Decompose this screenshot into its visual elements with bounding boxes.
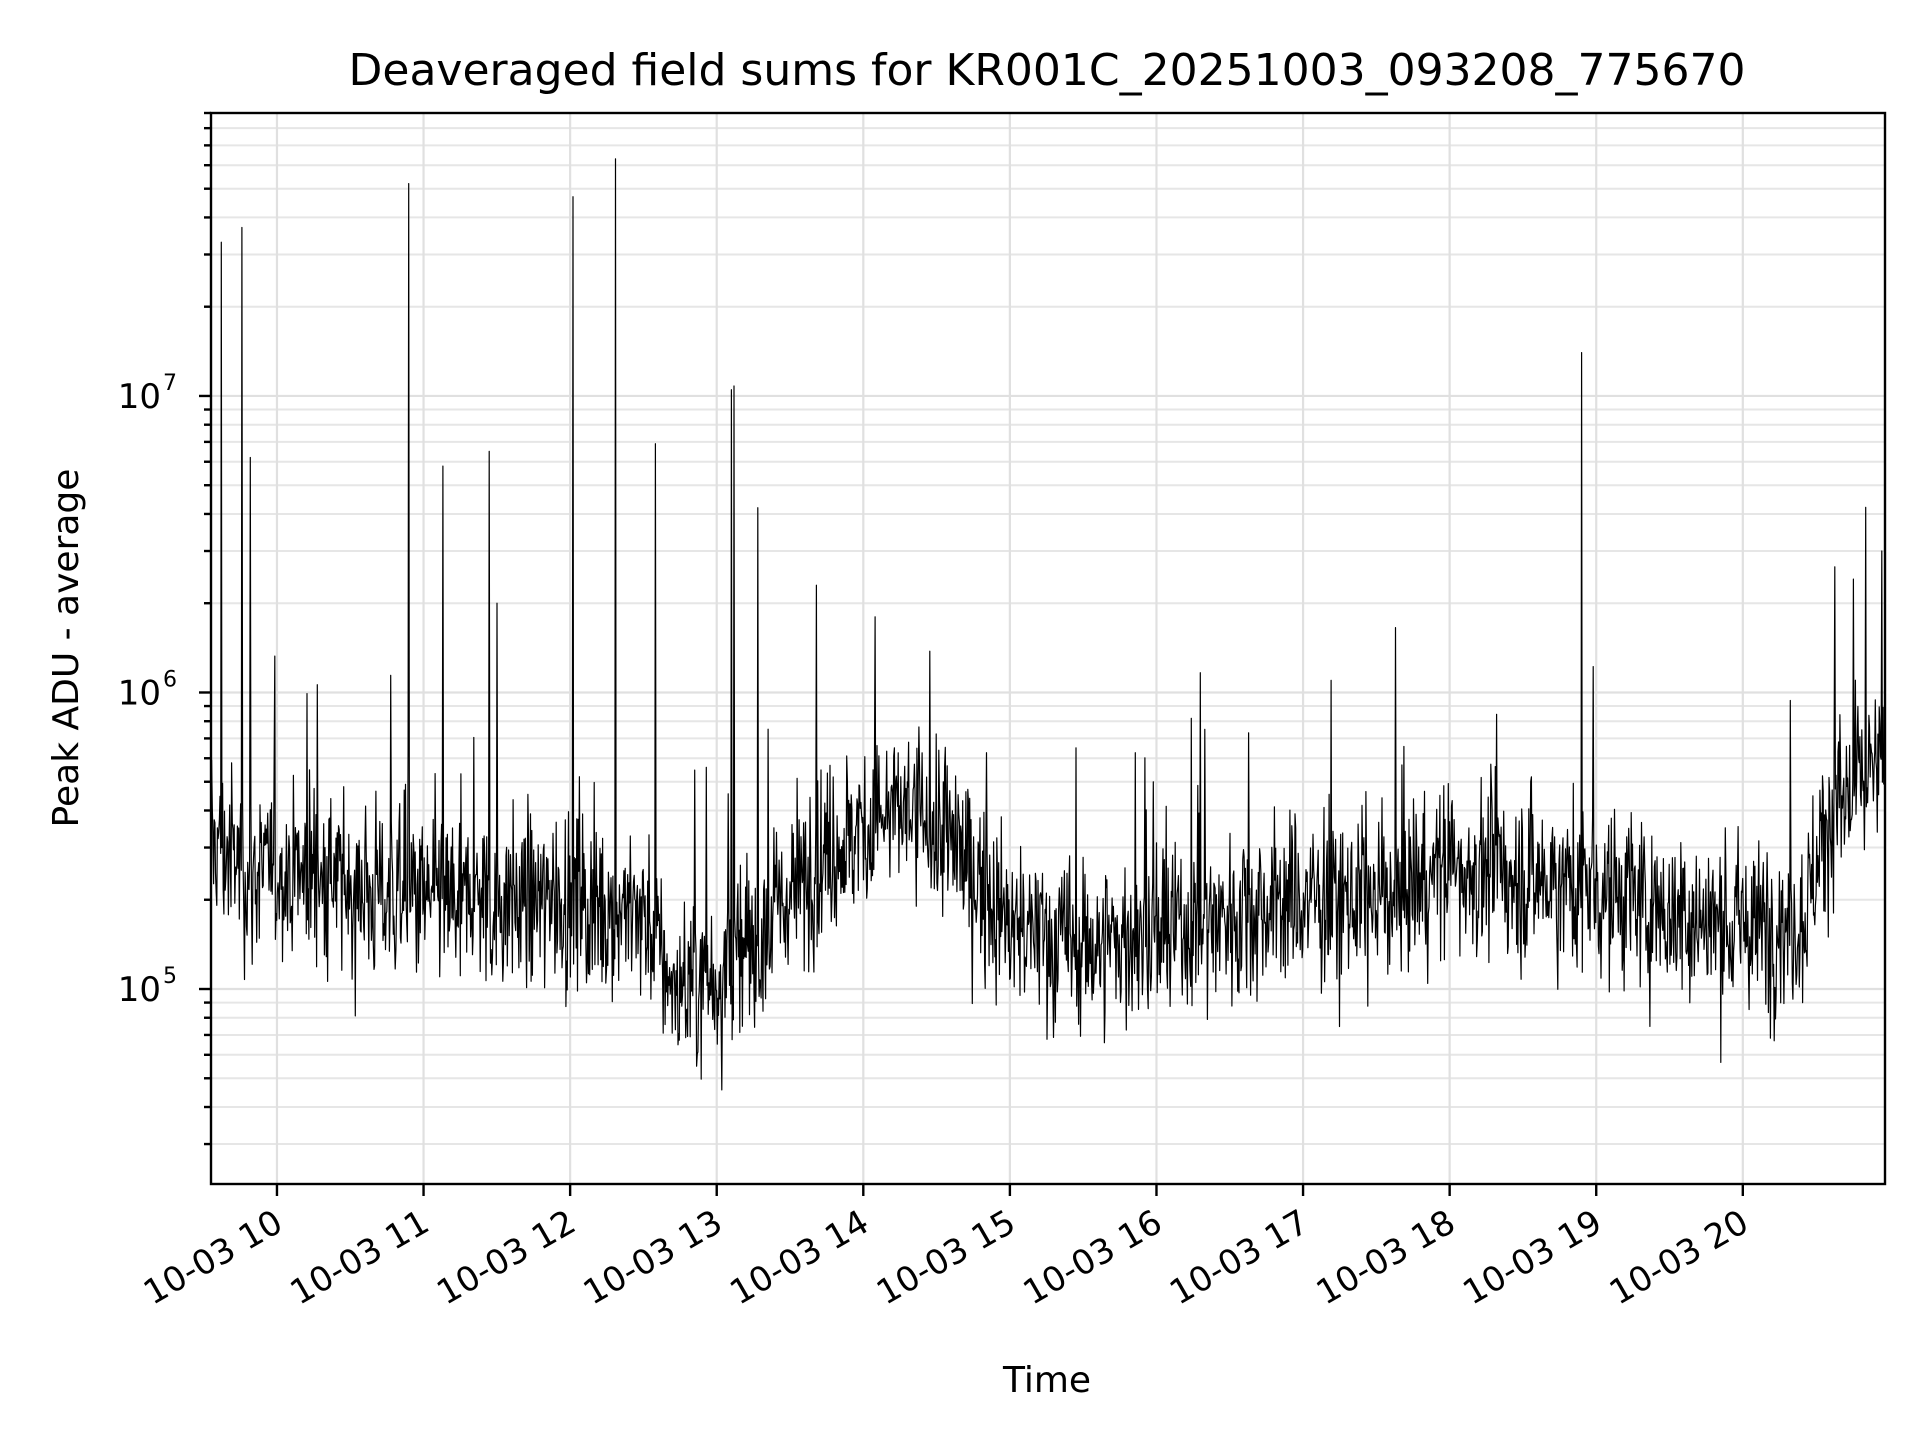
x-tick-label: 10-03 17 <box>1163 1202 1315 1313</box>
y-tick-label: 10 <box>118 970 161 1010</box>
y-tick-base: 10 <box>118 970 161 1010</box>
y-tick-base: 10 <box>118 673 161 713</box>
y-tick-exponent: 7 <box>163 371 177 396</box>
x-tick-label: 10-03 16 <box>1017 1202 1169 1313</box>
grid <box>211 112 1885 1184</box>
y-tick-exponent: 5 <box>163 964 177 989</box>
x-tick-label: 10-03 14 <box>723 1202 875 1313</box>
x-tick-label: 10-03 10 <box>137 1202 289 1313</box>
x-axis-label: Time <box>1002 1360 1091 1401</box>
y-tick-exponent: 6 <box>163 667 177 692</box>
y-axis-label: Peak ADU - average <box>46 469 87 828</box>
x-tick-label: 10-03 15 <box>870 1202 1022 1313</box>
x-tick-label: 10-03 11 <box>284 1202 436 1313</box>
x-tick-label: 10-03 13 <box>577 1202 729 1313</box>
chart-title: Deaveraged field sums for KR001C_2025100… <box>349 45 1746 96</box>
plot-frame <box>209 111 1887 1186</box>
y-tick-label: 10 <box>118 377 161 417</box>
y-tick-base: 10 <box>118 377 161 417</box>
x-tick-label: 10-03 12 <box>430 1202 582 1313</box>
x-tick-label: 10-03 18 <box>1310 1202 1462 1313</box>
x-tick-label: 10-03 20 <box>1603 1202 1755 1313</box>
x-tick-label: 10-03 19 <box>1456 1202 1608 1313</box>
series-line <box>210 158 1886 1091</box>
y-tick-label: 10 <box>118 673 161 713</box>
